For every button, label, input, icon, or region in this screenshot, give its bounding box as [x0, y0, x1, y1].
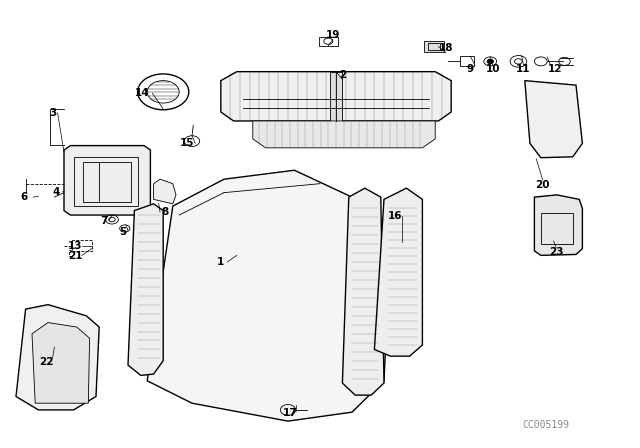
Text: 7: 7 [100, 216, 108, 226]
Text: 16: 16 [388, 211, 403, 221]
Polygon shape [253, 121, 435, 148]
Polygon shape [525, 81, 582, 158]
Bar [83, 162, 131, 202]
Polygon shape [154, 179, 176, 204]
Text: 22: 22 [39, 357, 53, 366]
Bar [319, 37, 338, 46]
Text: 3: 3 [49, 108, 56, 118]
Text: 6: 6 [20, 192, 28, 202]
Text: 12: 12 [548, 65, 563, 74]
Text: 19: 19 [326, 30, 340, 40]
Polygon shape [221, 72, 451, 121]
Bar [541, 213, 573, 244]
Bar [74, 157, 138, 206]
Bar [460, 56, 474, 66]
Polygon shape [147, 170, 390, 421]
Text: 13: 13 [68, 241, 83, 250]
Text: 9: 9 [467, 65, 474, 74]
Text: 4: 4 [52, 187, 60, 197]
Polygon shape [32, 323, 90, 403]
Text: 10: 10 [486, 65, 500, 74]
Bar [428, 43, 440, 50]
Text: 11: 11 [516, 65, 531, 74]
Text: 1: 1 [217, 257, 225, 267]
Polygon shape [16, 305, 99, 410]
Text: 17: 17 [284, 408, 298, 418]
Text: 18: 18 [439, 43, 453, 53]
Text: 5: 5 [119, 227, 127, 237]
Text: CC005199: CC005199 [523, 420, 570, 430]
Text: 20: 20 [536, 180, 550, 190]
Bar [330, 72, 342, 121]
Polygon shape [64, 146, 150, 215]
Polygon shape [374, 188, 422, 356]
Circle shape [487, 59, 493, 64]
Text: 21: 21 [68, 251, 83, 261]
Polygon shape [128, 204, 163, 375]
Bar [72, 240, 92, 251]
Text: 15: 15 [180, 138, 195, 148]
Text: 8: 8 [161, 207, 169, 217]
Bar [424, 41, 444, 52]
Text: 2: 2 [339, 70, 346, 80]
Text: 23: 23 [549, 247, 563, 257]
Polygon shape [342, 188, 384, 395]
Text: 14: 14 [135, 88, 149, 98]
Polygon shape [534, 195, 582, 255]
